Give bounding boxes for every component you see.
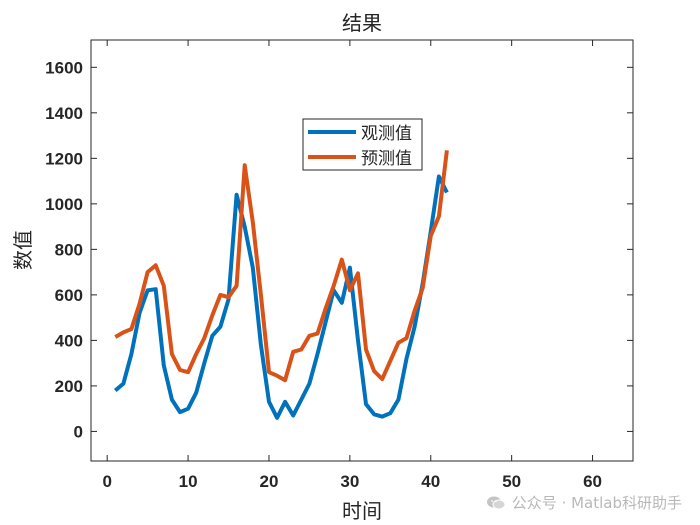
y-tick-label: 1000 [45, 195, 83, 214]
x-axis-label: 时间 [342, 499, 382, 523]
series-line-predicted [114, 150, 449, 383]
legend-label-observed: 观测值 [361, 124, 412, 144]
y-tick-label: 1400 [45, 104, 83, 123]
x-tick-label: 10 [179, 472, 198, 491]
x-tick-label: 0 [102, 472, 111, 491]
y-tick-label: 600 [55, 286, 83, 305]
plot-area [90, 39, 634, 462]
y-tick-label: 800 [55, 240, 83, 259]
y-tick-label: 1200 [45, 149, 83, 168]
y-axis-label: 数值 [11, 230, 35, 270]
legend-label-predicted: 预测值 [361, 149, 412, 169]
series-line-observed [114, 174, 449, 420]
chart-title: 结果 [342, 11, 382, 35]
x-tick-label: 60 [583, 472, 602, 491]
watermark: 公众号 · Matlab科研助手 [486, 492, 682, 513]
watermark-text: 公众号 · Matlab科研助手 [511, 494, 682, 512]
legend-box [302, 118, 423, 171]
y-tick-label: 1600 [45, 58, 83, 77]
wechat-icon [486, 496, 506, 509]
x-tick-label: 20 [260, 472, 279, 491]
y-axis-ticks: 0 200 400 600 800 1000 1200 1400 1600 [45, 58, 633, 441]
y-tick-label: 200 [55, 377, 83, 396]
y-tick-label: 0 [74, 422, 83, 441]
series-layer [114, 150, 449, 420]
y-tick-label: 400 [55, 331, 83, 350]
x-tick-label: 50 [502, 472, 521, 491]
legend: 观测值 预测值 [302, 118, 423, 171]
x-tick-label: 40 [421, 472, 440, 491]
x-tick-label: 30 [340, 472, 359, 491]
x-axis-ticks: 0 10 20 30 40 50 60 [102, 40, 602, 491]
